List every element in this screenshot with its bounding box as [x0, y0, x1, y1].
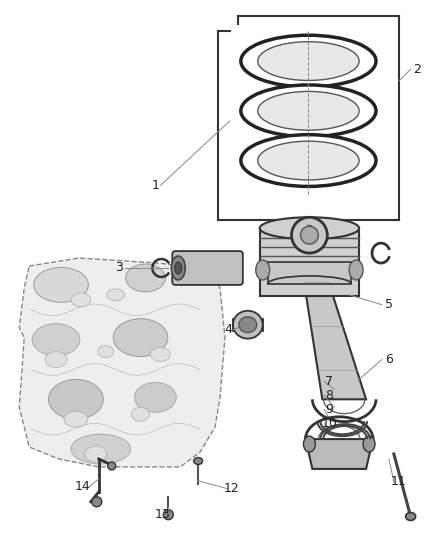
- Ellipse shape: [406, 513, 416, 520]
- Text: 14: 14: [75, 480, 91, 494]
- Ellipse shape: [150, 348, 170, 361]
- Ellipse shape: [241, 85, 376, 136]
- Ellipse shape: [256, 260, 270, 280]
- Circle shape: [307, 225, 312, 231]
- Text: 2: 2: [413, 62, 420, 76]
- Ellipse shape: [300, 226, 318, 244]
- Ellipse shape: [49, 379, 103, 419]
- Ellipse shape: [107, 289, 124, 301]
- Ellipse shape: [292, 217, 327, 253]
- Ellipse shape: [131, 407, 149, 421]
- Text: 11: 11: [391, 475, 407, 488]
- Text: 4: 4: [224, 323, 232, 336]
- Text: 1: 1: [152, 179, 159, 192]
- Text: 6: 6: [385, 353, 393, 366]
- Ellipse shape: [171, 256, 185, 280]
- Text: 7: 7: [325, 375, 333, 388]
- Text: 13: 13: [155, 508, 170, 521]
- Ellipse shape: [241, 135, 376, 187]
- Ellipse shape: [363, 436, 375, 452]
- Ellipse shape: [71, 293, 91, 307]
- Ellipse shape: [258, 141, 359, 180]
- Ellipse shape: [113, 319, 168, 357]
- Ellipse shape: [34, 268, 88, 302]
- Ellipse shape: [85, 446, 107, 462]
- Polygon shape: [300, 253, 366, 399]
- Ellipse shape: [194, 457, 203, 464]
- Text: 3: 3: [115, 262, 123, 274]
- Ellipse shape: [32, 324, 80, 356]
- Polygon shape: [305, 439, 373, 469]
- Bar: [260, 228, 359, 296]
- Ellipse shape: [233, 311, 263, 338]
- Circle shape: [163, 510, 173, 520]
- Circle shape: [92, 497, 102, 507]
- Ellipse shape: [258, 92, 359, 130]
- Ellipse shape: [45, 352, 67, 367]
- Ellipse shape: [126, 264, 165, 292]
- Ellipse shape: [134, 382, 176, 412]
- Ellipse shape: [304, 436, 315, 452]
- Ellipse shape: [258, 42, 359, 80]
- Text: 9: 9: [325, 403, 333, 416]
- Ellipse shape: [71, 434, 131, 464]
- FancyBboxPatch shape: [172, 251, 243, 285]
- Ellipse shape: [241, 35, 376, 87]
- Text: 10: 10: [321, 417, 337, 430]
- Ellipse shape: [98, 345, 114, 358]
- Ellipse shape: [175, 262, 182, 274]
- Text: 5: 5: [385, 298, 393, 311]
- Text: 12: 12: [224, 482, 240, 495]
- Ellipse shape: [64, 411, 88, 427]
- Text: 8: 8: [325, 389, 333, 402]
- Polygon shape: [19, 258, 225, 467]
- Ellipse shape: [239, 317, 257, 333]
- Ellipse shape: [349, 260, 363, 280]
- Bar: [268, 262, 351, 284]
- Circle shape: [108, 462, 116, 470]
- Ellipse shape: [260, 217, 359, 239]
